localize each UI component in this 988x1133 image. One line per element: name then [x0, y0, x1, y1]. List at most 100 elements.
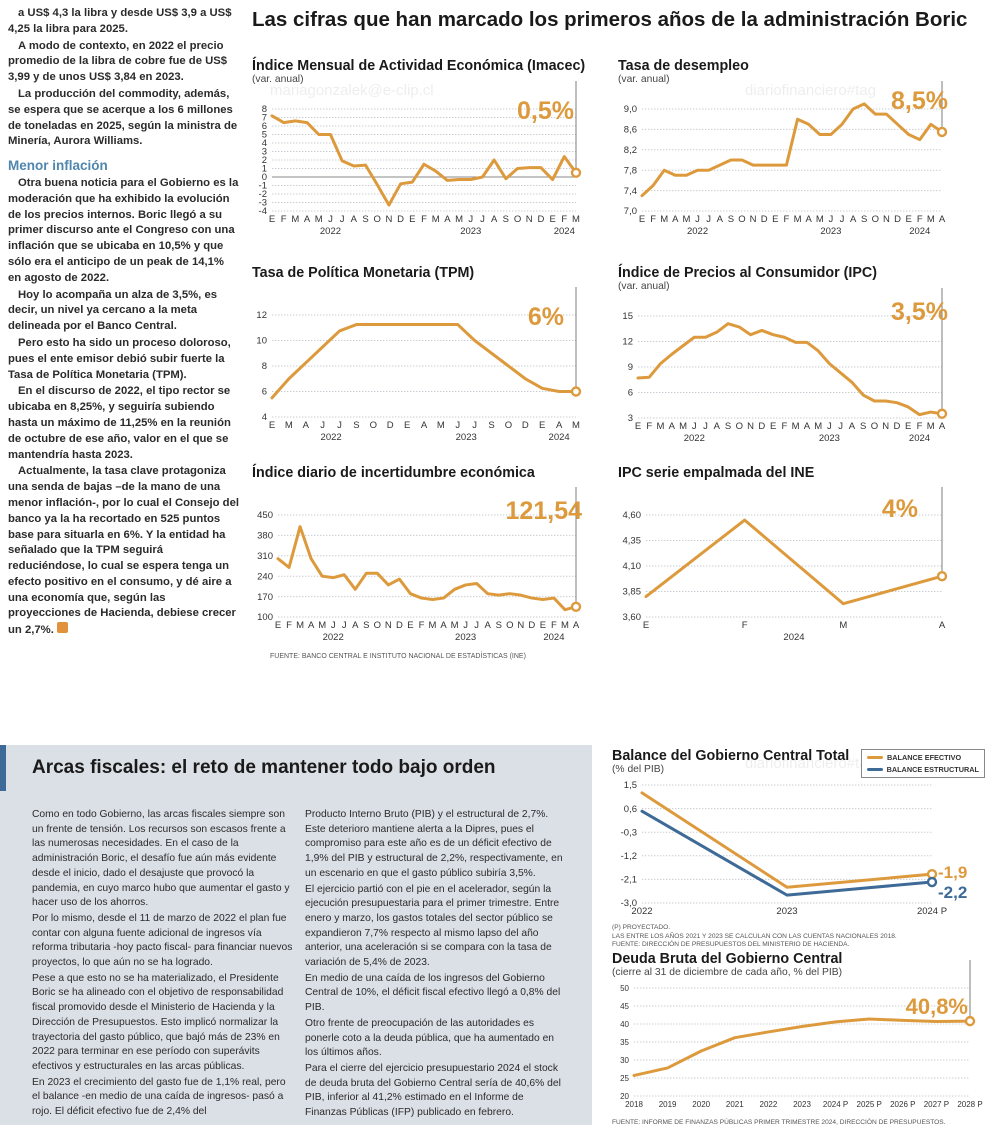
svg-text:2023: 2023: [776, 906, 797, 917]
svg-text:M: M: [296, 620, 304, 631]
svg-text:D: D: [396, 620, 403, 631]
svg-text:7,0: 7,0: [624, 206, 637, 217]
svg-text:2024: 2024: [909, 433, 930, 444]
svg-text:S: S: [488, 420, 494, 431]
svg-text:2025 P: 2025 P: [857, 1100, 882, 1109]
svg-text:-0,3: -0,3: [621, 827, 637, 838]
svg-text:D: D: [387, 420, 394, 431]
svg-text:2022: 2022: [323, 632, 344, 643]
svg-text:M: M: [315, 214, 323, 225]
svg-text:15: 15: [622, 311, 633, 322]
svg-text:J: J: [480, 214, 485, 225]
svg-text:A: A: [351, 214, 358, 225]
svg-text:40: 40: [620, 1020, 629, 1029]
svg-text:O: O: [871, 421, 878, 432]
svg-text:A: A: [303, 420, 310, 431]
svg-text:450: 450: [257, 510, 273, 521]
svg-text:M: M: [660, 214, 668, 225]
svg-text:D: D: [537, 214, 544, 225]
svg-text:M: M: [429, 620, 437, 631]
svg-text:J: J: [337, 420, 342, 431]
svg-text:D: D: [528, 620, 535, 631]
svg-text:J: J: [703, 421, 708, 432]
svg-text:J: J: [455, 420, 460, 431]
svg-text:35: 35: [620, 1038, 629, 1047]
svg-text:380: 380: [257, 531, 273, 542]
svg-text:8,6: 8,6: [624, 125, 637, 136]
svg-text:2023: 2023: [819, 433, 840, 444]
svg-text:N: N: [526, 214, 533, 225]
svg-text:2024: 2024: [909, 226, 930, 237]
svg-text:2024 P: 2024 P: [917, 906, 947, 917]
svg-text:O: O: [505, 420, 512, 431]
svg-text:A: A: [308, 620, 315, 631]
svg-text:2023: 2023: [456, 432, 477, 443]
svg-text:9,0: 9,0: [624, 104, 637, 115]
svg-text:S: S: [503, 214, 509, 225]
svg-text:N: N: [882, 421, 889, 432]
svg-text:8: 8: [262, 104, 267, 115]
svg-text:N: N: [750, 214, 757, 225]
svg-text:M: M: [285, 420, 293, 431]
svg-text:2024: 2024: [549, 432, 570, 443]
svg-text:30: 30: [620, 1056, 629, 1065]
svg-text:A: A: [421, 420, 428, 431]
svg-text:A: A: [939, 214, 946, 225]
svg-text:6: 6: [628, 388, 633, 399]
svg-text:25: 25: [620, 1074, 629, 1083]
svg-text:M: M: [437, 420, 445, 431]
svg-text:F: F: [650, 214, 656, 225]
svg-text:J: J: [342, 620, 347, 631]
svg-text:170: 170: [257, 592, 273, 603]
svg-text:A: A: [849, 421, 856, 432]
svg-text:D: D: [894, 421, 901, 432]
svg-text:M: M: [432, 214, 440, 225]
svg-text:M: M: [561, 620, 569, 631]
svg-text:M: M: [455, 214, 463, 225]
svg-text:O: O: [514, 214, 521, 225]
svg-text:50: 50: [620, 984, 629, 993]
svg-text:M: M: [572, 420, 580, 431]
svg-text:A: A: [672, 214, 679, 225]
svg-text:N: N: [385, 620, 392, 631]
svg-text:O: O: [736, 421, 743, 432]
svg-text:D: D: [761, 214, 768, 225]
svg-text:6: 6: [262, 387, 267, 398]
svg-text:A: A: [804, 421, 811, 432]
svg-text:O: O: [872, 214, 879, 225]
svg-text:E: E: [770, 421, 776, 432]
svg-text:S: S: [362, 214, 368, 225]
svg-text:S: S: [861, 214, 867, 225]
svg-text:E: E: [772, 214, 778, 225]
svg-text:J: J: [840, 214, 845, 225]
svg-text:A: A: [440, 620, 447, 631]
svg-text:A: A: [939, 421, 946, 432]
svg-text:310: 310: [257, 551, 273, 562]
svg-text:F: F: [551, 620, 557, 631]
svg-text:1,5: 1,5: [624, 780, 637, 791]
svg-text:A: A: [352, 620, 359, 631]
svg-text:O: O: [370, 420, 377, 431]
svg-text:2022: 2022: [684, 433, 705, 444]
svg-text:8,2: 8,2: [624, 145, 637, 156]
svg-text:240: 240: [257, 571, 273, 582]
svg-text:2022: 2022: [687, 226, 708, 237]
svg-text:M: M: [816, 214, 824, 225]
svg-text:E: E: [639, 214, 645, 225]
svg-text:2024: 2024: [543, 632, 564, 643]
svg-text:2028 P: 2028 P: [957, 1100, 982, 1109]
svg-text:-1,2: -1,2: [621, 851, 637, 862]
svg-text:2024: 2024: [554, 226, 575, 237]
svg-text:M: M: [679, 421, 687, 432]
svg-text:A: A: [556, 420, 563, 431]
svg-text:100: 100: [257, 612, 273, 623]
svg-text:E: E: [407, 620, 413, 631]
svg-text:S: S: [728, 214, 734, 225]
svg-text:7,8: 7,8: [624, 165, 637, 176]
svg-text:M: M: [318, 620, 326, 631]
svg-text:S: S: [353, 420, 359, 431]
svg-text:J: J: [472, 420, 477, 431]
svg-text:2019: 2019: [659, 1100, 677, 1109]
svg-text:A: A: [714, 421, 721, 432]
svg-text:A: A: [669, 421, 676, 432]
